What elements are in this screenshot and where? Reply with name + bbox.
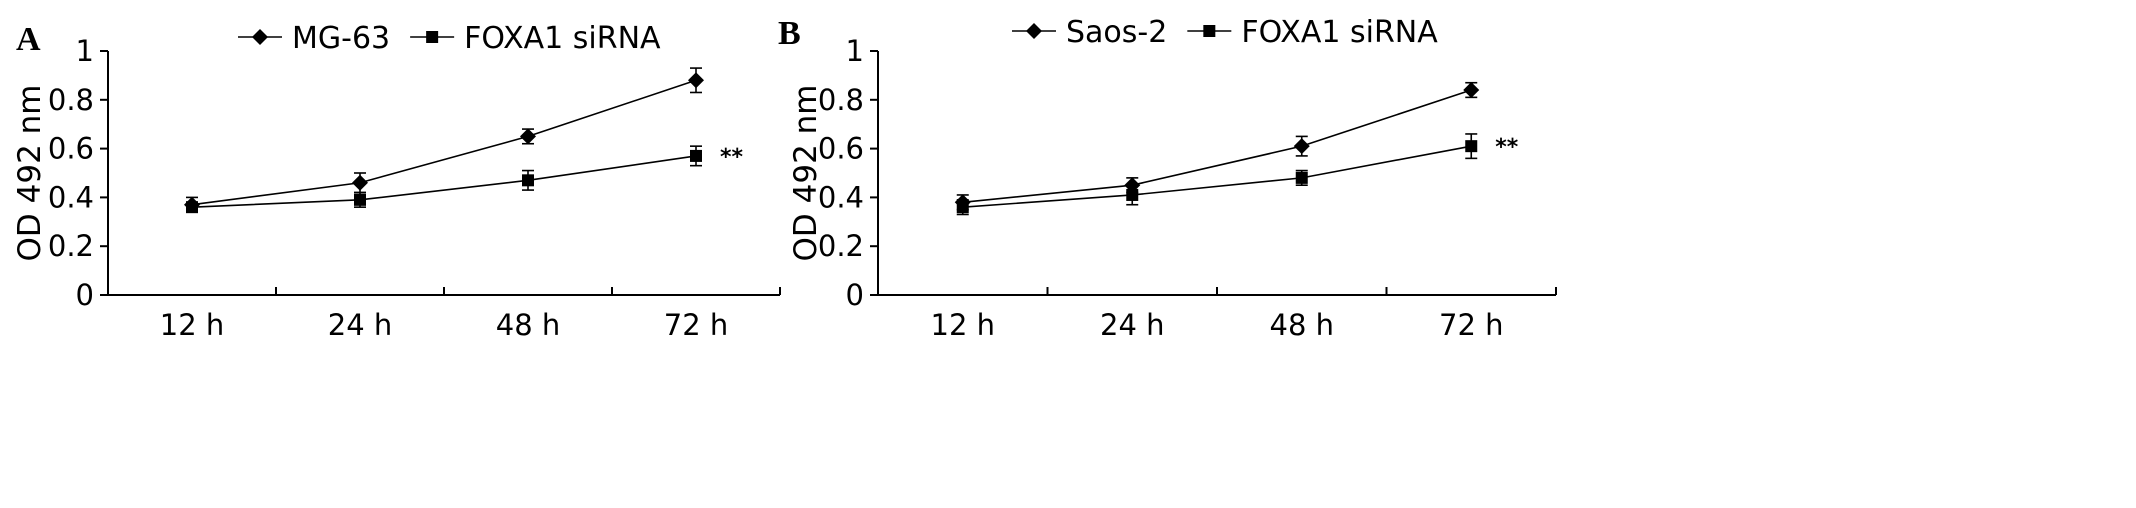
data-point <box>1295 171 1308 184</box>
legend-marker <box>1026 23 1042 39</box>
data-point <box>352 174 368 191</box>
x-tick-label: 24 h <box>328 308 393 342</box>
legend-marker <box>252 29 268 45</box>
x-tick-label: 24 h <box>1100 308 1165 342</box>
y-tick-label: 1 <box>76 34 94 68</box>
legend: Saos-2 FOXA1 siRNA <box>1012 15 1438 50</box>
y-tick-label: 1 <box>846 34 864 68</box>
significance-annotation: ** <box>1495 135 1519 160</box>
y-tick-label: 0 <box>846 278 864 312</box>
y-tick-label: 0.6 <box>818 132 864 166</box>
data-point <box>956 201 969 214</box>
y-tick-label: 0.2 <box>818 229 864 263</box>
x-tick-label: 12 h <box>160 308 225 342</box>
significance-annotation: ** <box>720 145 744 170</box>
data-point <box>520 128 536 145</box>
data-point <box>1293 138 1310 155</box>
x-tick-label: 12 h <box>931 308 996 342</box>
panel-letter: B <box>778 15 801 52</box>
data-point <box>690 149 702 162</box>
data-point <box>186 201 198 214</box>
x-tick-label: 48 h <box>1270 308 1335 342</box>
y-tick-label: 0 <box>76 278 94 312</box>
y-tick-label: 0.2 <box>48 229 94 263</box>
series-line <box>962 89 1472 204</box>
legend-label: Saos-2 <box>1066 15 1167 50</box>
series-control <box>184 67 704 213</box>
legend: MG-63 FOXA1 siRNA <box>238 21 661 56</box>
data-point <box>1126 188 1139 201</box>
y-axis-title: OD 492 nm <box>788 85 824 262</box>
x-tick-label: 72 h <box>1439 308 1504 342</box>
chart-panel-a: A 0 0.2 0.4 0.6 0.8 1 12 h 24 h 48 h 72 h OD 492 nm… <box>12 21 781 342</box>
series-control <box>954 81 1480 211</box>
y-tick-label: 0.4 <box>48 180 94 214</box>
y-axis-title: OD 492 nm <box>12 85 48 262</box>
series-line <box>191 155 697 208</box>
data-point <box>1465 140 1478 153</box>
x-tick-label: 72 h <box>664 308 729 342</box>
series-foxa1-sirna <box>956 133 1478 216</box>
series-line <box>191 79 697 206</box>
y-tick-label: 0.4 <box>818 180 864 214</box>
data-point <box>522 174 534 187</box>
legend-label: FOXA1 siRNA <box>464 21 661 56</box>
series-line <box>962 145 1472 208</box>
data-point <box>354 193 366 206</box>
legend-label: MG-63 <box>292 21 390 56</box>
chart-panel-b: B 0 0.2 0.4 0.6 0.8 1 12 h 24 h 48 h 72 h OD 492 nm… <box>778 15 1557 342</box>
legend-marker <box>1203 25 1216 37</box>
data-point <box>1463 82 1480 99</box>
panel-letter: A <box>16 21 41 58</box>
legend-label: FOXA1 siRNA <box>1241 15 1438 50</box>
series-foxa1-sirna <box>186 145 702 214</box>
y-tick-label: 0.8 <box>48 83 94 117</box>
y-tick-label: 0.6 <box>48 132 94 166</box>
y-tick-label: 0.8 <box>818 83 864 117</box>
data-point <box>688 72 704 89</box>
x-tick-label: 48 h <box>496 308 561 342</box>
legend-marker <box>426 31 439 43</box>
